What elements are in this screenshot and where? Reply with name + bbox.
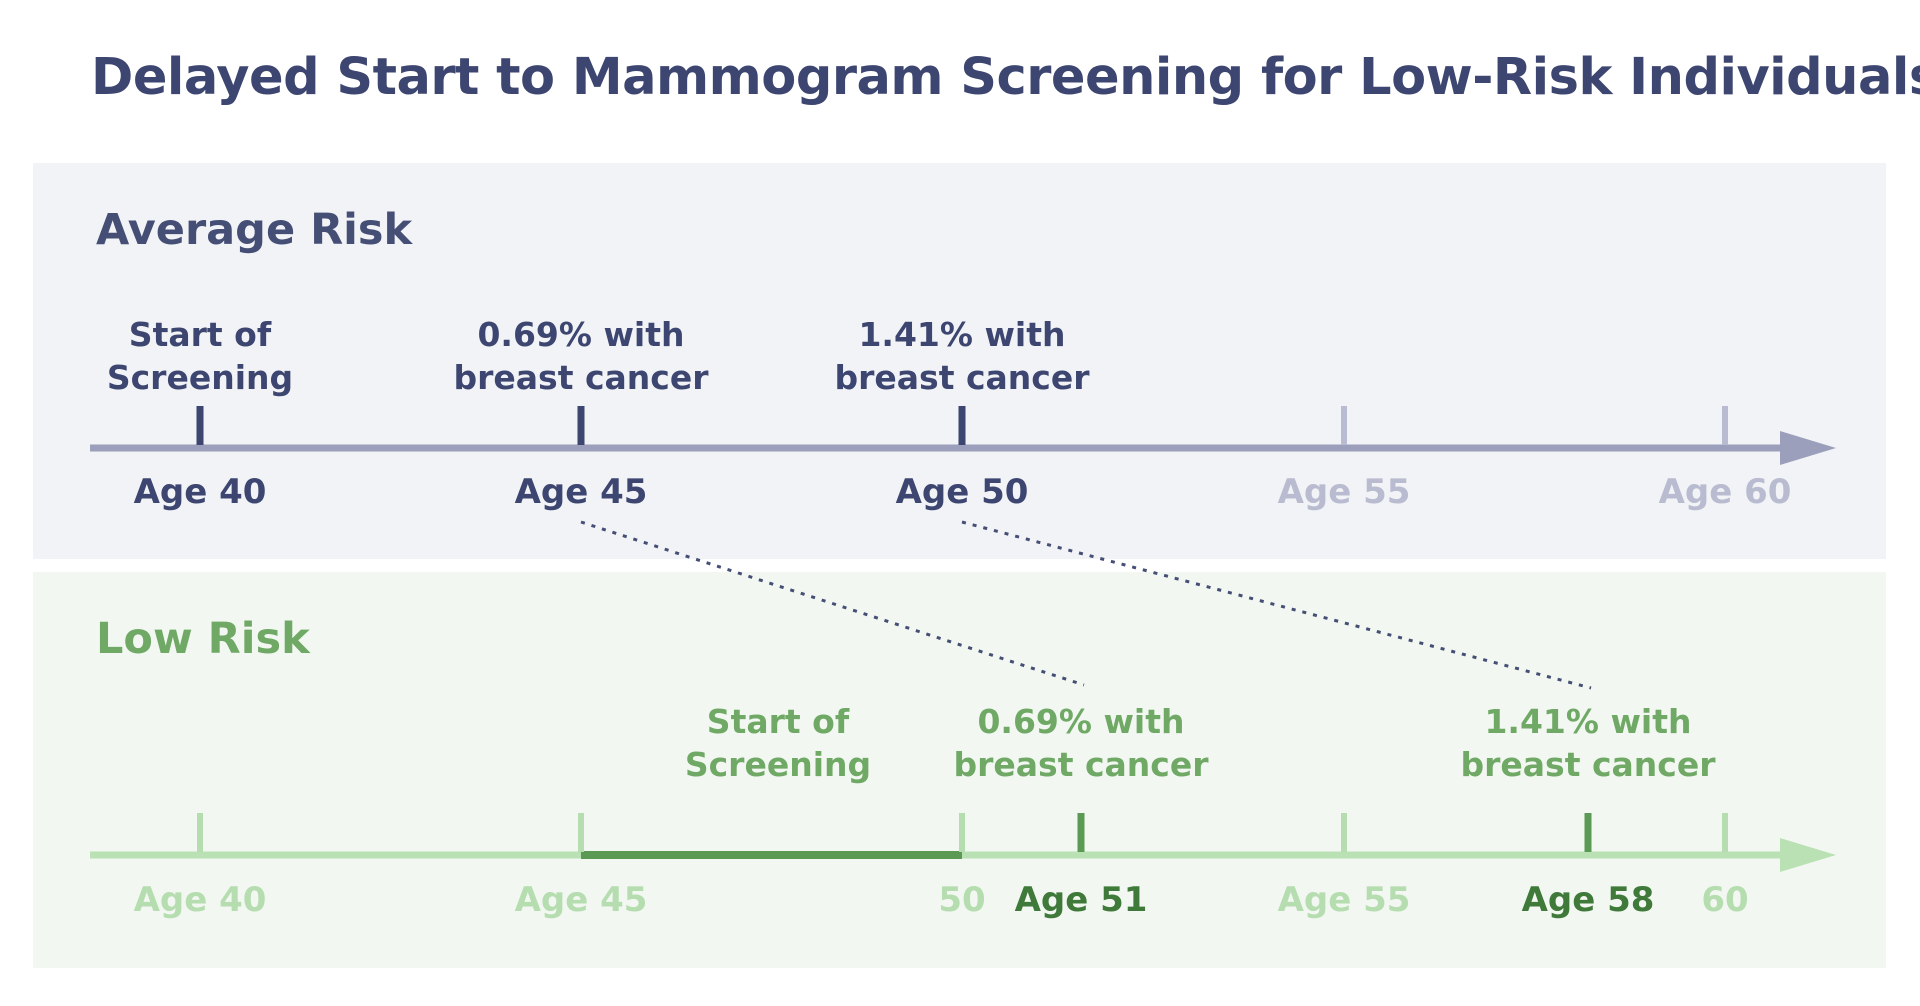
average-annotation-start-line2: Screening bbox=[107, 358, 293, 397]
low-timeline: Start of Screening 0.69% with breast can… bbox=[90, 702, 1836, 920]
low-risk-title: Low Risk bbox=[96, 614, 310, 664]
average-annotation-50-line1: 1.41% with bbox=[858, 315, 1065, 354]
low-age-label-55: Age 55 bbox=[1278, 880, 1411, 920]
low-axis-arrow bbox=[1780, 838, 1836, 872]
connector-line-45-to-51 bbox=[580, 520, 1085, 687]
average-annotation-50-line2: breast cancer bbox=[835, 358, 1091, 397]
low-annotation-58-line1: 1.41% with bbox=[1484, 702, 1691, 741]
low-annotation-58-line2: breast cancer bbox=[1461, 745, 1717, 784]
low-age-label-50: 50 bbox=[938, 880, 985, 920]
average-age-label-50: Age 50 bbox=[896, 472, 1029, 512]
low-age-label-40: Age 40 bbox=[134, 880, 267, 920]
low-age-label-60: 60 bbox=[1701, 880, 1748, 920]
average-annotation-45-line2: breast cancer bbox=[454, 358, 710, 397]
low-annotation-start-line2: Screening bbox=[685, 745, 871, 784]
page-title: Delayed Start to Mammogram Screening for… bbox=[91, 48, 1920, 107]
low-annotation-start-line1: Start of bbox=[707, 702, 850, 741]
low-annotation-51-line2: breast cancer bbox=[954, 745, 1210, 784]
average-timeline: Start of Screening 0.69% with breast can… bbox=[90, 315, 1836, 512]
average-age-label-55: Age 55 bbox=[1278, 472, 1411, 512]
average-annotation-start-line1: Start of bbox=[129, 315, 272, 354]
low-age-label-58: Age 58 bbox=[1522, 880, 1655, 920]
average-axis-arrow bbox=[1780, 431, 1836, 465]
low-annotation-51-line1: 0.69% with bbox=[977, 702, 1184, 741]
average-age-label-60: Age 60 bbox=[1659, 472, 1792, 512]
low-risk-panel: Low Risk bbox=[33, 572, 1886, 968]
average-age-label-40: Age 40 bbox=[134, 472, 267, 512]
low-age-label-51: Age 51 bbox=[1015, 880, 1148, 920]
low-age-label-45: Age 45 bbox=[515, 880, 648, 920]
average-annotation-45-line1: 0.69% with bbox=[477, 315, 684, 354]
average-risk-title: Average Risk bbox=[96, 205, 413, 255]
connector-line-50-to-58 bbox=[961, 520, 1592, 690]
average-age-label-45: Age 45 bbox=[515, 472, 648, 512]
average-risk-panel: Average Risk bbox=[33, 163, 1886, 559]
